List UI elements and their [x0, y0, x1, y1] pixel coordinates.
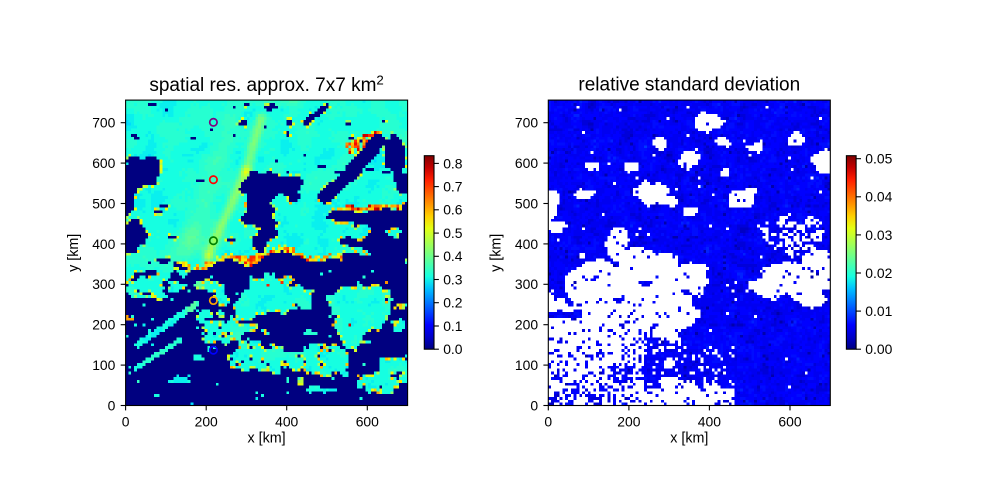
svg-text:0.01: 0.01 [865, 303, 892, 319]
svg-text:0.1: 0.1 [443, 318, 463, 334]
svg-text:y [km]: y [km] [489, 234, 505, 272]
svg-text:0.3: 0.3 [443, 271, 463, 287]
svg-text:0.4: 0.4 [443, 248, 463, 264]
svg-text:600: 600 [778, 413, 801, 429]
svg-text:0: 0 [544, 413, 552, 429]
svg-text:600: 600 [515, 155, 538, 171]
svg-text:600: 600 [356, 413, 379, 429]
svg-text:500: 500 [92, 195, 115, 211]
svg-text:400: 400 [515, 236, 538, 252]
svg-text:0.8: 0.8 [443, 155, 463, 171]
svg-text:600: 600 [92, 155, 115, 171]
svg-text:0: 0 [530, 397, 538, 413]
svg-text:100: 100 [92, 357, 115, 373]
svg-text:0.7: 0.7 [443, 179, 463, 195]
svg-text:400: 400 [698, 413, 721, 429]
svg-text:100: 100 [515, 357, 538, 373]
svg-text:0.03: 0.03 [865, 227, 892, 243]
svg-text:0.0: 0.0 [443, 341, 463, 357]
svg-text:400: 400 [275, 413, 298, 429]
svg-text:y [km]: y [km] [66, 234, 82, 272]
svg-text:300: 300 [92, 276, 115, 292]
svg-text:0.00: 0.00 [865, 341, 892, 357]
svg-text:200: 200 [515, 317, 538, 333]
svg-text:0.6: 0.6 [443, 202, 463, 218]
svg-text:500: 500 [515, 195, 538, 211]
svg-text:0.05: 0.05 [865, 151, 892, 167]
svg-text:x [km]: x [km] [670, 430, 708, 446]
svg-text:700: 700 [515, 115, 538, 131]
svg-text:x [km]: x [km] [248, 430, 286, 446]
svg-text:relative standard deviation: relative standard deviation [578, 74, 800, 95]
svg-text:0: 0 [122, 413, 130, 429]
svg-text:700: 700 [92, 115, 115, 131]
svg-text:0.02: 0.02 [865, 265, 892, 281]
svg-text:0.2: 0.2 [443, 295, 463, 311]
svg-text:0.04: 0.04 [865, 189, 892, 205]
svg-text:200: 200 [617, 413, 640, 429]
svg-text:400: 400 [92, 236, 115, 252]
svg-text:spatial res. approx. 7x7 km2: spatial res. approx. 7x7 km2 [149, 73, 383, 97]
svg-text:0: 0 [108, 397, 116, 413]
svg-text:200: 200 [92, 317, 115, 333]
svg-text:300: 300 [515, 276, 538, 292]
svg-text:200: 200 [195, 413, 218, 429]
svg-text:0.5: 0.5 [443, 225, 463, 241]
